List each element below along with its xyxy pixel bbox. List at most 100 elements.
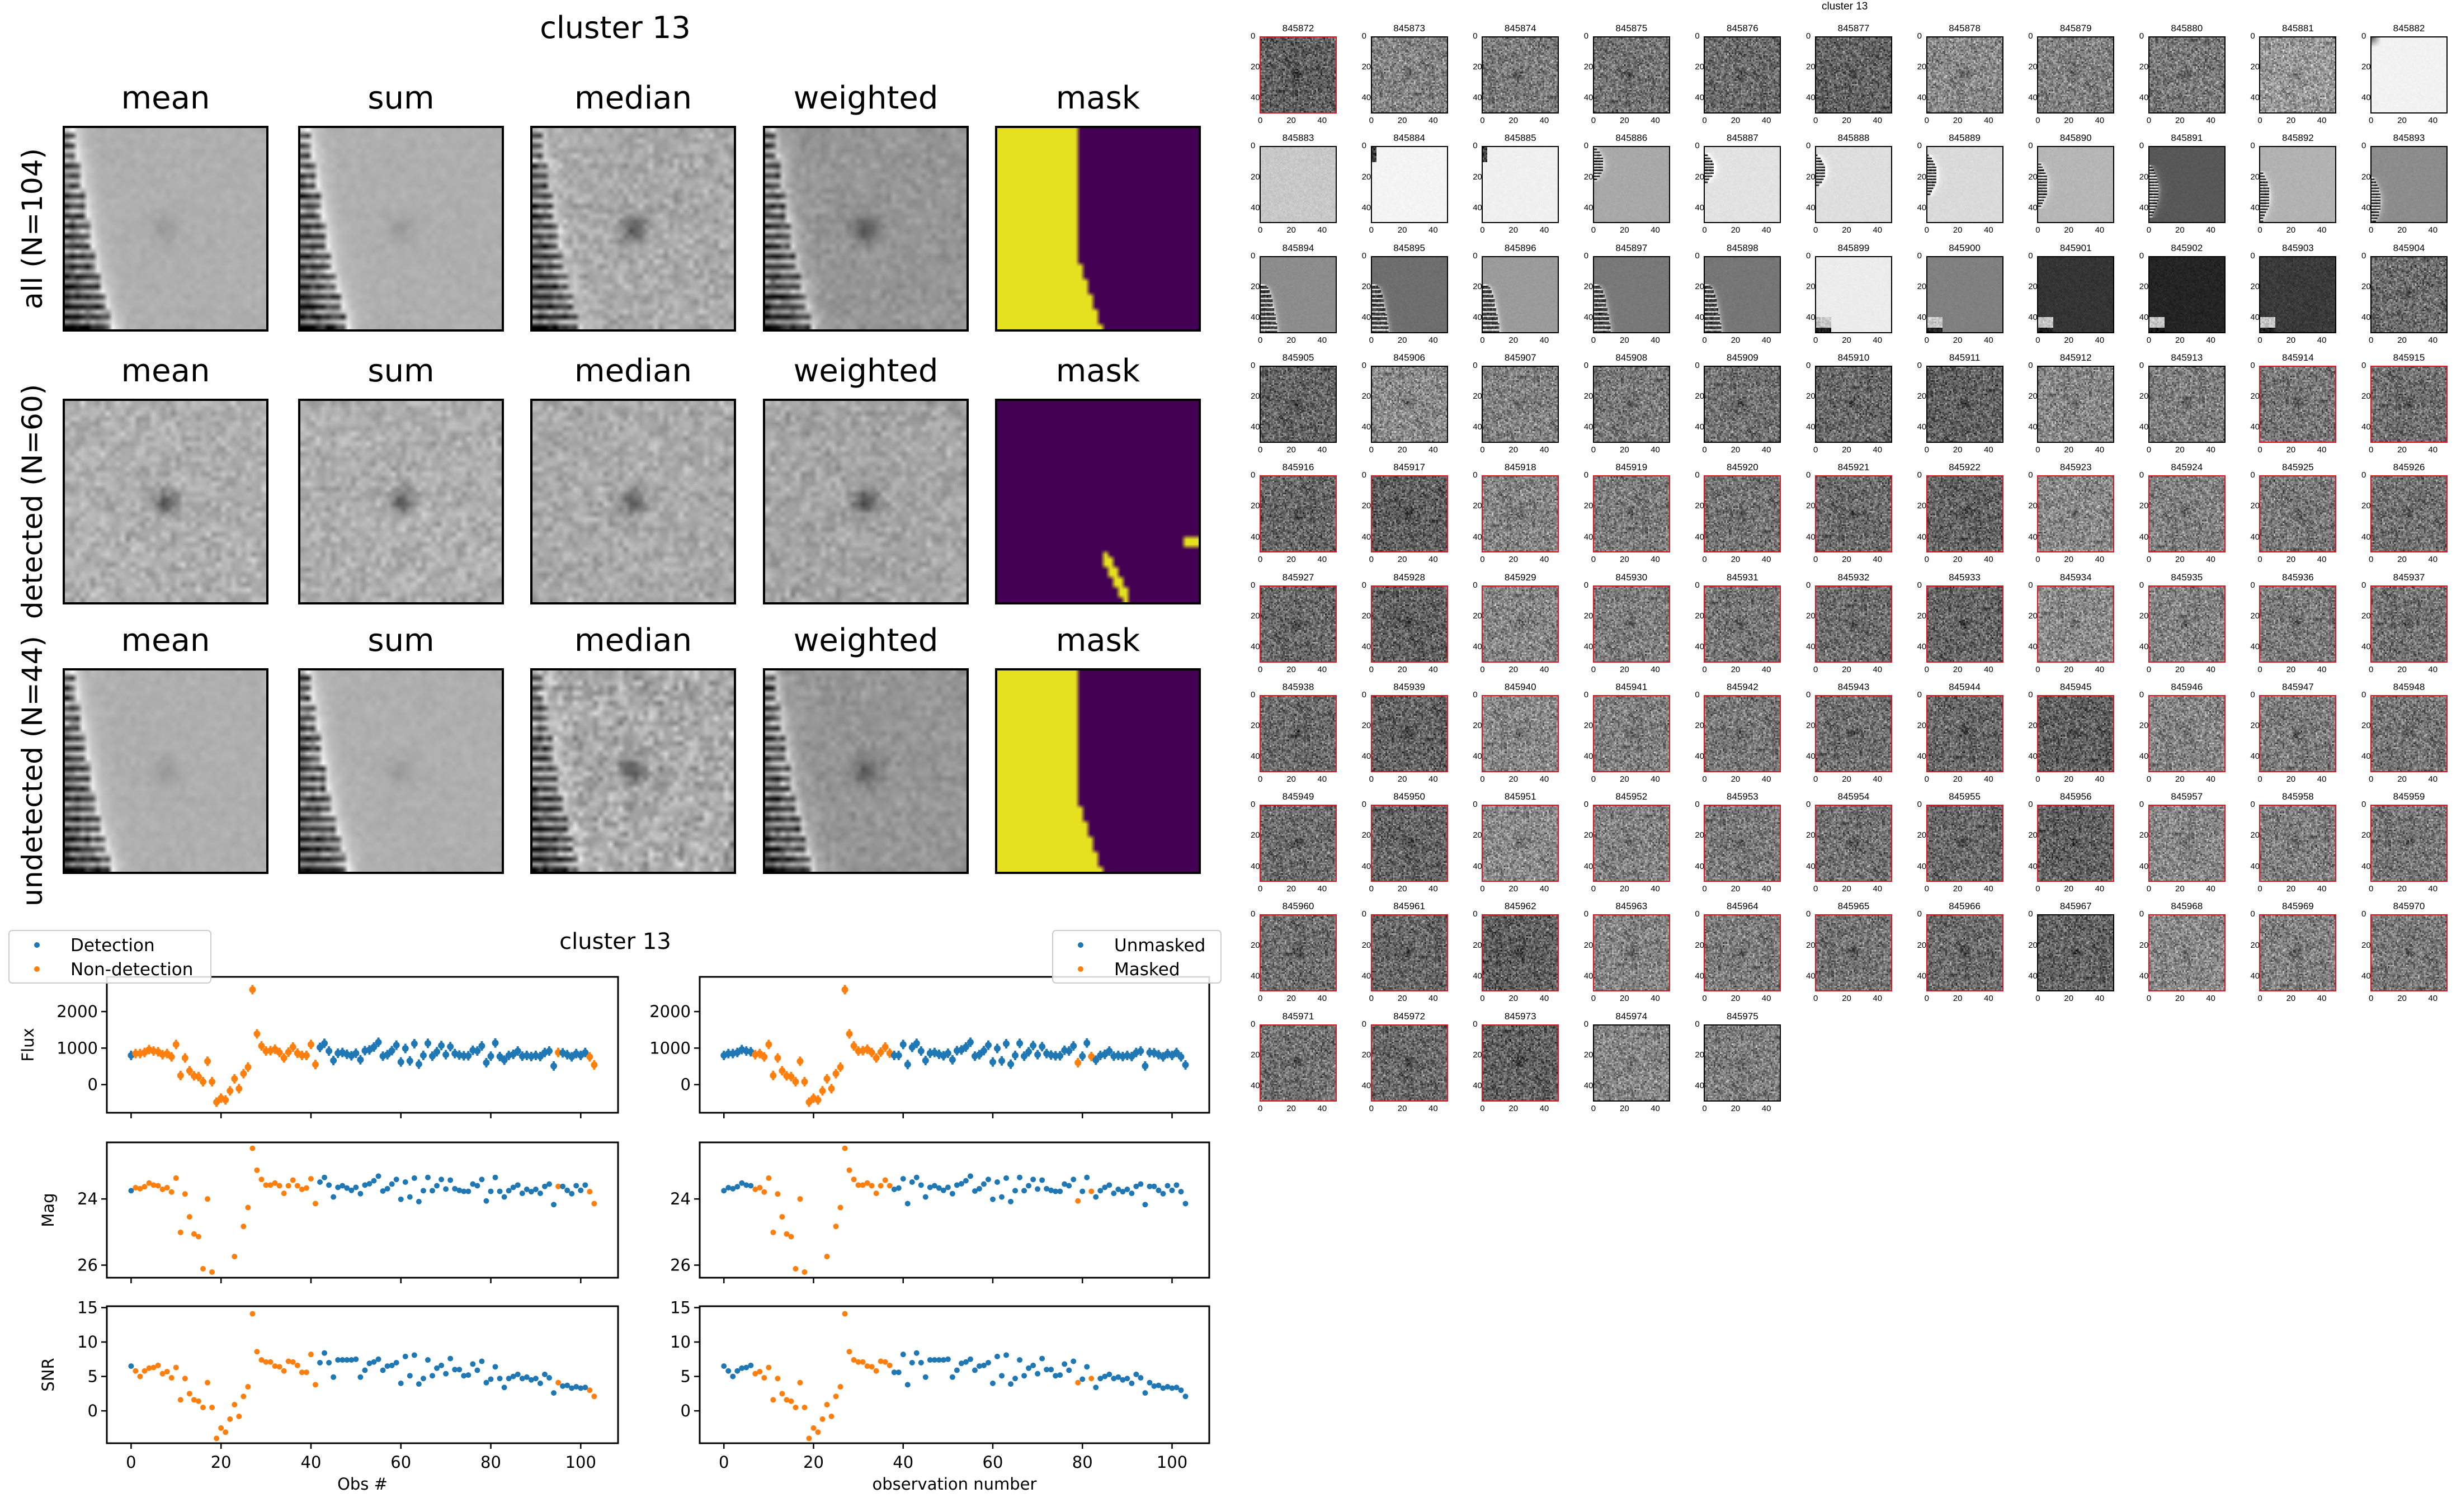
cutout-image[interactable] (1370, 36, 1448, 114)
cutout-image-flagged[interactable] (1704, 694, 1781, 772)
cutout-image[interactable] (2037, 256, 2115, 333)
cutout-image-flagged[interactable] (1592, 694, 1670, 772)
cutout-image[interactable] (1482, 365, 1559, 443)
cutout-image-flagged[interactable] (1482, 805, 1559, 882)
cutout-image-flagged[interactable] (1815, 914, 1892, 992)
cutout-image-flagged[interactable] (1926, 914, 2003, 992)
cutout-image[interactable] (1260, 365, 1337, 443)
cutout-image[interactable] (1370, 146, 1448, 224)
cutout-image-flagged[interactable] (1482, 914, 1559, 992)
cutout-image[interactable] (2370, 36, 2448, 114)
cutout-image-flagged[interactable] (1815, 694, 1892, 772)
cutout-image[interactable] (1815, 146, 1892, 224)
cutout-image-flagged[interactable] (1482, 585, 1559, 663)
cutout-image-flagged[interactable] (1482, 1024, 1559, 1102)
cutout-image-flagged[interactable] (1815, 585, 1892, 663)
cutout-image-flagged[interactable] (1482, 694, 1559, 772)
cutout-image[interactable] (2037, 146, 2115, 224)
cutout-image[interactable] (2148, 146, 2226, 224)
cutout-image[interactable] (2370, 256, 2448, 333)
cutout-image-flagged[interactable] (2148, 694, 2226, 772)
cutout-image[interactable] (1926, 256, 2003, 333)
cutout-image-flagged[interactable] (2259, 475, 2337, 553)
cutout-image[interactable] (1482, 36, 1559, 114)
cutout-image[interactable] (1592, 1024, 1670, 1102)
cutout-image[interactable] (1926, 36, 2003, 114)
cutout-image-flagged[interactable] (1260, 1024, 1337, 1102)
cutout-image-flagged[interactable] (1704, 585, 1781, 663)
cutout-image[interactable] (1926, 146, 2003, 224)
cutout-image[interactable] (2148, 256, 2226, 333)
cutout-image[interactable] (1815, 36, 1892, 114)
cutout-image-flagged[interactable] (2148, 585, 2226, 663)
cutout-image[interactable] (1482, 146, 1559, 224)
cutout-image-flagged[interactable] (2370, 365, 2448, 443)
cutout-image[interactable] (1704, 256, 1781, 333)
cutout-image-flagged[interactable] (1815, 805, 1892, 882)
cutout-image[interactable] (1370, 256, 1448, 333)
cutout-image-flagged[interactable] (1592, 585, 1670, 663)
cutout-image[interactable] (1926, 365, 2003, 443)
cutout-image[interactable] (2370, 146, 2448, 224)
cutout-image-flagged[interactable] (2148, 914, 2226, 992)
cutout-image[interactable] (1592, 365, 1670, 443)
cutout-image[interactable] (1704, 365, 1781, 443)
cutout-image[interactable] (1815, 256, 1892, 333)
cutout-image-flagged[interactable] (2037, 585, 2115, 663)
cutout-image-flagged[interactable] (1704, 475, 1781, 553)
cutout-image-flagged[interactable] (2259, 914, 2337, 992)
cutout-image[interactable] (1592, 256, 1670, 333)
cutout-image[interactable] (1592, 146, 1670, 224)
cutout-image-flagged[interactable] (2259, 585, 2337, 663)
cutout-image[interactable] (1260, 256, 1337, 333)
cutout-image[interactable] (1704, 146, 1781, 224)
cutout-image-flagged[interactable] (2148, 475, 2226, 553)
cutout-image-flagged[interactable] (1260, 36, 1337, 114)
cutout-image[interactable] (2259, 36, 2337, 114)
cutout-image-flagged[interactable] (2370, 475, 2448, 553)
cutout-image-flagged[interactable] (1704, 914, 1781, 992)
cutout-image-flagged[interactable] (1370, 805, 1448, 882)
cutout-image[interactable] (1704, 1024, 1781, 1102)
cutout-image-flagged[interactable] (1592, 475, 1670, 553)
cutout-image[interactable] (1482, 256, 1559, 333)
cutout-image-flagged[interactable] (1370, 914, 1448, 992)
cutout-image-flagged[interactable] (1815, 475, 1892, 553)
cutout-image-flagged[interactable] (1926, 475, 2003, 553)
cutout-image[interactable] (2037, 914, 2115, 992)
cutout-image-flagged[interactable] (1370, 694, 1448, 772)
cutout-image[interactable] (2037, 36, 2115, 114)
cutout-image-flagged[interactable] (1926, 805, 2003, 882)
cutout-image-flagged[interactable] (2037, 475, 2115, 553)
cutout-image[interactable] (1260, 146, 1337, 224)
cutout-image-flagged[interactable] (2259, 365, 2337, 443)
cutout-image-flagged[interactable] (1370, 585, 1448, 663)
cutout-image-flagged[interactable] (1926, 694, 2003, 772)
cutout-image-flagged[interactable] (2259, 805, 2337, 882)
cutout-image[interactable] (1592, 36, 1670, 114)
cutout-image[interactable] (2148, 365, 2226, 443)
cutout-image-flagged[interactable] (1370, 475, 1448, 553)
cutout-image-flagged[interactable] (1592, 805, 1670, 882)
cutout-image-flagged[interactable] (2037, 805, 2115, 882)
cutout-image-flagged[interactable] (2037, 694, 2115, 772)
cutout-image-flagged[interactable] (2370, 914, 2448, 992)
cutout-image[interactable] (2037, 365, 2115, 443)
cutout-image-flagged[interactable] (1926, 585, 2003, 663)
cutout-image[interactable] (1815, 365, 1892, 443)
cutout-image-flagged[interactable] (1260, 585, 1337, 663)
cutout-image-flagged[interactable] (1260, 475, 1337, 553)
cutout-image-flagged[interactable] (1704, 805, 1781, 882)
cutout-image-flagged[interactable] (1370, 1024, 1448, 1102)
cutout-image[interactable] (1704, 36, 1781, 114)
cutout-image-flagged[interactable] (2370, 694, 2448, 772)
cutout-image-flagged[interactable] (2370, 585, 2448, 663)
cutout-image-flagged[interactable] (2370, 805, 2448, 882)
cutout-image-flagged[interactable] (2259, 694, 2337, 772)
cutout-image-flagged[interactable] (1260, 914, 1337, 992)
cutout-image-flagged[interactable] (1260, 694, 1337, 772)
cutout-image-flagged[interactable] (1592, 914, 1670, 992)
cutout-image[interactable] (1370, 365, 1448, 443)
cutout-image-flagged[interactable] (1482, 475, 1559, 553)
cutout-image[interactable] (2259, 146, 2337, 224)
